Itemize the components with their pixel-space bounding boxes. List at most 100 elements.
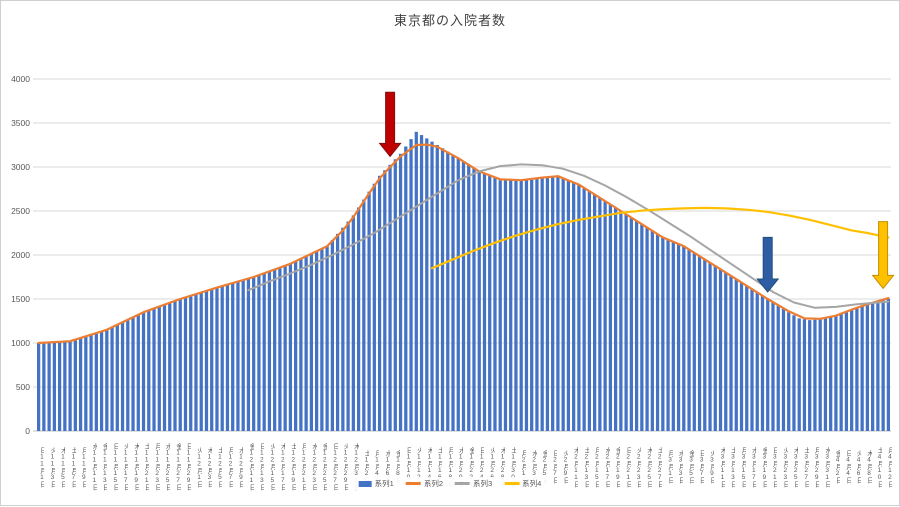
- x-axis-label: 金1月22日: [467, 446, 474, 488]
- x-axis-label: 月2月1日: [520, 450, 527, 484]
- x-axis-label: 月3月15日: [739, 446, 746, 488]
- x-axis-label: 水3月3日: [677, 450, 684, 484]
- red-arrow: [378, 91, 402, 158]
- x-axis-label: 土2月27日: [656, 446, 663, 488]
- x-axis-label: 火2月9日: [561, 450, 568, 484]
- x-axis-label: 土2月13日: [582, 446, 589, 488]
- x-axis-label: 木12月31日: [352, 443, 359, 491]
- x-axis-label: 土4月10日: [875, 446, 882, 488]
- x-axis-label: 金2月5日: [540, 450, 547, 484]
- x-axis-label: 月1月4日: [373, 450, 380, 484]
- x-axis-label: 日11月1日: [38, 446, 45, 488]
- x-axis-label: 月3月1日: [666, 450, 673, 484]
- x-axis-label: 金11月13日: [101, 443, 108, 491]
- x-axis-label: 土3月27日: [802, 446, 809, 488]
- legend-marker-line: [455, 482, 470, 485]
- x-axis-label: 土11月21日: [143, 443, 150, 491]
- x-axis-label: 木12月3日: [205, 446, 212, 488]
- x-axis-label: 土12月19日: [289, 443, 296, 491]
- x-axis-label: 土11月7日: [69, 446, 76, 488]
- yellow-arrow: [871, 221, 895, 290]
- legend-label: 系列3: [473, 479, 493, 488]
- line-series-3: [247, 163, 890, 309]
- y-tick-label: 500: [16, 382, 30, 392]
- x-axis-label: 火11月17日: [122, 443, 129, 491]
- x-axis-label: 水3月31日: [823, 446, 830, 488]
- y-axis-ticks: 0 500 1000 1500 2000 2500 3000 3500 4000: [11, 74, 30, 436]
- x-axis-label: 日12月13日: [258, 443, 265, 491]
- x-axis-label: 日11月29日: [185, 443, 192, 491]
- x-axis-label: 水12月9日: [237, 446, 244, 488]
- x-axis-label: 金2月19日: [614, 446, 621, 488]
- x-axis-label: 木4月8日: [865, 450, 872, 484]
- x-axis-label: 日1月10日: [404, 446, 411, 488]
- x-axis-label: 日2月7日: [551, 450, 558, 484]
- x-axis-label: 水3月17日: [750, 446, 757, 488]
- x-axis-label: 日3月21日: [771, 446, 778, 488]
- blue-arrow: [756, 236, 780, 293]
- x-axis-label: 木11月5日: [59, 446, 66, 488]
- x-axis-labels: 日11月1日 火11月3日 木11月5日 土11月7日 月11月9日 水11月11日 金11…: [34, 434, 892, 502]
- x-axis-label: 火12月1日: [195, 446, 202, 488]
- x-axis-label: 土12月5日: [216, 446, 223, 488]
- x-axis-label: 火12月29日: [342, 443, 349, 491]
- x-axis-label: 金11月27日: [174, 443, 181, 491]
- legend-item: 系列3: [455, 478, 492, 489]
- x-axis-label: 日4月4日: [844, 450, 851, 484]
- x-axis-label: 金3月19日: [760, 446, 767, 488]
- line-series-4: [430, 206, 890, 270]
- x-axis-label: 日2月21日: [624, 446, 631, 488]
- legend-marker-line: [405, 482, 421, 485]
- x-axis-label: 水2月17日: [603, 446, 610, 488]
- x-axis-label: 月12月21日: [300, 443, 307, 491]
- x-axis-label: 月11月23日: [153, 443, 160, 491]
- y-tick-label: 1000: [11, 338, 30, 348]
- y-tick-label: 0: [25, 426, 30, 436]
- x-axis-label: 水1月6日: [383, 450, 390, 484]
- legend-label: 系列4: [522, 479, 542, 488]
- chart-title: 東京都の入院者数: [393, 13, 506, 28]
- x-axis-label: 月3月29日: [813, 446, 820, 488]
- legend-label: 系列2: [423, 479, 443, 488]
- x-axis-label: 水11月11日: [90, 443, 97, 491]
- x-axis-label: 金12月11日: [247, 443, 254, 491]
- x-axis-label: 日1月24日: [478, 446, 485, 488]
- x-axis-label: 木12月17日: [279, 443, 286, 491]
- x-axis-label: 水12月23日: [310, 443, 317, 491]
- x-axis-label: 木11月19日: [132, 443, 139, 491]
- x-axis-label: 土1月2日: [363, 450, 369, 484]
- legend-label: 系列1: [374, 479, 394, 488]
- x-axis-label: 土1月30日: [509, 446, 516, 488]
- x-axis-label: 日3月7日: [698, 450, 704, 484]
- x-axis-label: 日12月27日: [331, 443, 338, 491]
- legend-marker-bar: [358, 480, 372, 487]
- x-axis-label: 土3月13日: [729, 446, 736, 488]
- x-axis-label: 火1月12日: [415, 446, 422, 488]
- x-axis-label: 金1月8日: [394, 450, 401, 484]
- bar-series: [37, 131, 890, 432]
- x-axis-label: 火12月15日: [268, 443, 275, 491]
- legend-item: 系列1: [358, 478, 394, 489]
- x-axis-label: 火3月23日: [781, 446, 788, 488]
- x-axis-label: 木1月14日: [425, 446, 432, 488]
- x-axis-label: 木3月25日: [792, 446, 799, 488]
- x-axis-label: 月1月18日: [446, 446, 453, 488]
- x-axis-label: 火2月23日: [635, 446, 642, 488]
- x-axis-label: 金4月2日: [834, 450, 841, 484]
- legend-marker-line: [504, 482, 520, 485]
- x-axis-label: 木1月28日: [499, 446, 506, 488]
- y-tick-label: 2500: [11, 206, 30, 216]
- x-axis-label: 月11月9日: [80, 446, 87, 488]
- x-axis-label: 火11月3日: [48, 446, 55, 488]
- legend-item: 系列2: [405, 478, 443, 489]
- x-axis-label: 火4月6日: [855, 450, 862, 484]
- x-axis-label: 水1月20日: [457, 446, 464, 488]
- y-tick-label: 1500: [11, 294, 30, 304]
- x-axis-label: 金12月25日: [321, 443, 328, 491]
- x-axis-label: 火3月9日: [708, 450, 715, 484]
- x-axis-label: 月12月7日: [226, 446, 233, 488]
- x-axis-label: 水11月25日: [164, 443, 171, 491]
- x-axis-label: 木2月11日: [572, 446, 579, 488]
